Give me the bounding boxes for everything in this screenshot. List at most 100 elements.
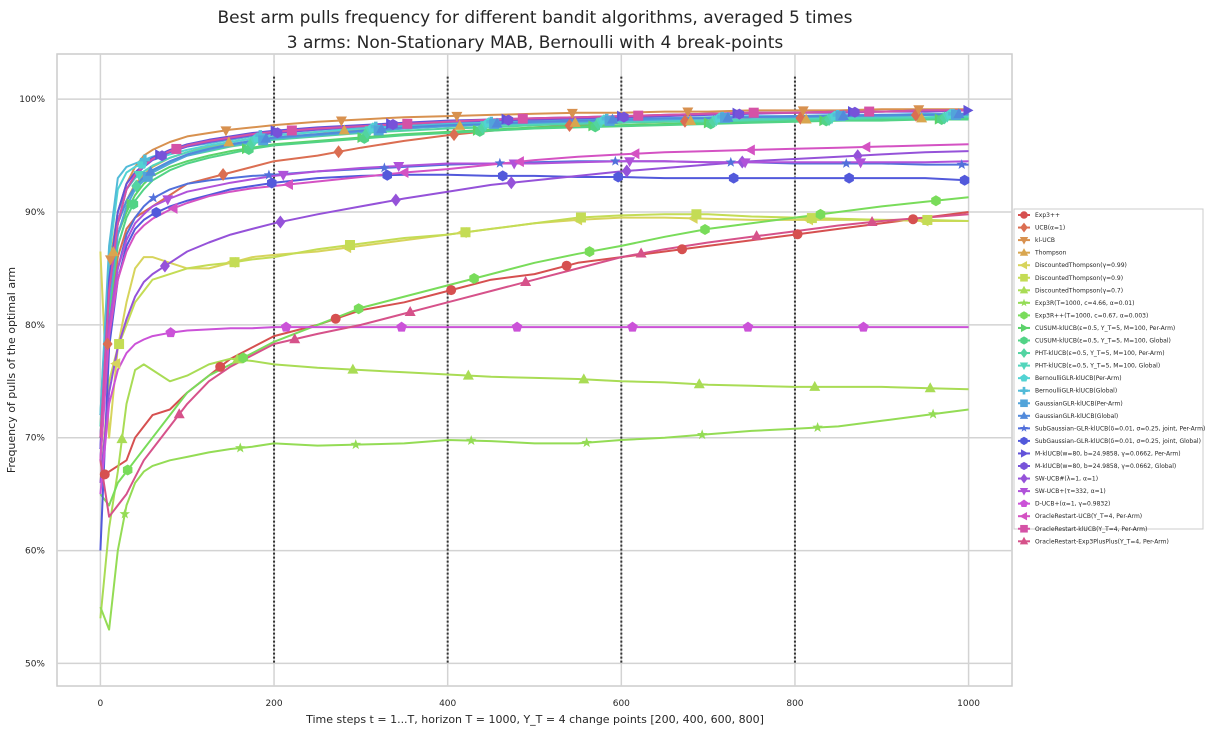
series-marker — [513, 156, 524, 168]
legend-marker — [1020, 311, 1028, 320]
legend-marker — [1019, 512, 1028, 521]
series-marker — [685, 115, 697, 126]
series-marker — [263, 169, 275, 180]
series-marker — [376, 123, 388, 134]
legend-label: D-UCB+(α=1, γ=0.9832) — [1035, 501, 1110, 508]
series-marker — [621, 164, 632, 178]
legend-label: DiscountedThompson(γ=0.99) — [1035, 262, 1127, 269]
series-marker — [700, 223, 710, 235]
y-tick-labels: 50% 60% 70% 80% 90% 100% — [19, 95, 45, 669]
series-marker — [806, 213, 817, 224]
series-marker — [575, 212, 586, 223]
series-line — [99, 112, 969, 438]
x-tick-label: 200 — [265, 699, 282, 709]
series-marker — [693, 378, 705, 389]
legend-label: SubGaussian-GLR-klUCB(δ=0.01, σ=0.25, jo… — [1035, 425, 1205, 432]
series-line — [99, 143, 969, 461]
series-marker — [739, 158, 751, 169]
series-marker — [398, 166, 409, 178]
legend-label: kl-UCB — [1035, 237, 1055, 244]
series-line — [99, 213, 969, 483]
series-marker — [913, 105, 925, 116]
series-marker — [116, 433, 128, 444]
series-marker — [277, 170, 289, 181]
series-marker — [99, 469, 110, 480]
legend-label: M-klUCB(w=80, b=24.9858, γ=0.0662, Per-A… — [1035, 450, 1181, 457]
series-marker — [353, 303, 364, 315]
series-marker — [677, 244, 688, 255]
legend-label: GaussianGLR-klUCB(Global) — [1035, 413, 1118, 420]
legend-marker — [1019, 488, 1029, 496]
series-marker — [744, 144, 755, 156]
x-axis-label: Time steps t = 1...T, horizon T = 1000, … — [305, 713, 764, 726]
series-marker — [162, 195, 174, 206]
series-marker — [267, 177, 277, 189]
series-line — [99, 408, 969, 631]
series-marker — [335, 116, 347, 127]
series-marker — [171, 143, 182, 154]
series-marker — [956, 159, 967, 170]
series-marker — [581, 437, 592, 448]
series-marker — [128, 198, 139, 210]
legend-label: OracleRestart-UCB(Υ_T=4, Per-Arm) — [1035, 513, 1142, 520]
series-marker — [275, 215, 286, 229]
legend-marker — [1020, 298, 1028, 307]
series-marker — [218, 167, 229, 181]
series-line — [99, 109, 969, 438]
series-marker — [465, 435, 477, 446]
legend-marker — [1020, 524, 1028, 533]
legend-marker — [1020, 386, 1028, 395]
series-marker — [151, 207, 162, 219]
legend-marker — [1019, 237, 1029, 245]
legend-frame — [1013, 208, 1204, 530]
series-marker — [734, 108, 745, 120]
x-tick-label: 600 — [613, 699, 630, 709]
legend-marker — [1020, 348, 1028, 358]
series-marker — [382, 169, 393, 181]
series-marker — [959, 174, 970, 186]
series-marker — [569, 116, 581, 127]
series-marker — [858, 321, 869, 332]
series-marker — [922, 214, 933, 225]
series-marker — [792, 229, 803, 240]
series-marker — [282, 178, 293, 190]
series-marker — [682, 107, 694, 118]
series-marker — [114, 339, 125, 350]
legend-label: PHT-klUCB(ε=0.5, Υ_T=5, M=100, Global) — [1035, 363, 1160, 370]
legend-marker — [1020, 424, 1028, 432]
series-marker — [866, 216, 878, 227]
series-marker — [797, 106, 809, 117]
legend-marker — [1020, 473, 1028, 484]
y-tick-label: 100% — [19, 95, 45, 105]
legend-items: Exp3++ UCB(α=1) kl-UCB Thompson DiscountedTh… — [1018, 211, 1205, 545]
series-marker — [280, 321, 292, 332]
chart-title-line-2: 3 arms: Non-Stationary MAB, Bernoulli wi… — [287, 33, 784, 53]
legend-label: DiscountedThompson(γ=0.9) — [1035, 275, 1123, 282]
legend-label: M-klUCB(w=80, b=24.9858, γ=0.0662, Globa… — [1035, 463, 1176, 470]
series-marker — [393, 162, 405, 173]
series-marker — [462, 369, 474, 380]
y-tick-label: 60% — [25, 547, 45, 557]
legend-label: OracleRestart-Exp3PlusPlus(Υ_T=4, Per-Ar… — [1035, 538, 1169, 545]
legend-label: UCB(α=1) — [1035, 225, 1065, 232]
series-marker — [751, 230, 763, 241]
legend-label: GaussianGLR-klUCB(Per-Arm) — [1035, 400, 1123, 407]
series-marker — [104, 255, 116, 266]
series-marker — [860, 141, 871, 153]
legend-label: SW-UCB+(τ=332, α=1) — [1035, 488, 1106, 495]
y-tick-label: 80% — [25, 321, 45, 331]
series-marker — [220, 126, 232, 137]
series-marker — [446, 285, 457, 296]
series-line — [99, 150, 969, 483]
series-marker — [145, 165, 157, 176]
legend-marker — [1020, 211, 1028, 219]
series-marker — [725, 156, 737, 167]
series-marker — [855, 158, 867, 169]
series-marker — [864, 106, 875, 117]
series-marker — [229, 257, 240, 268]
series-marker — [286, 125, 297, 136]
legend-label: CUSUM-klUCB(ε=0.5, Υ_T=5, M=100, Global) — [1035, 338, 1171, 345]
series-marker — [159, 259, 170, 273]
series-marker — [402, 118, 413, 129]
